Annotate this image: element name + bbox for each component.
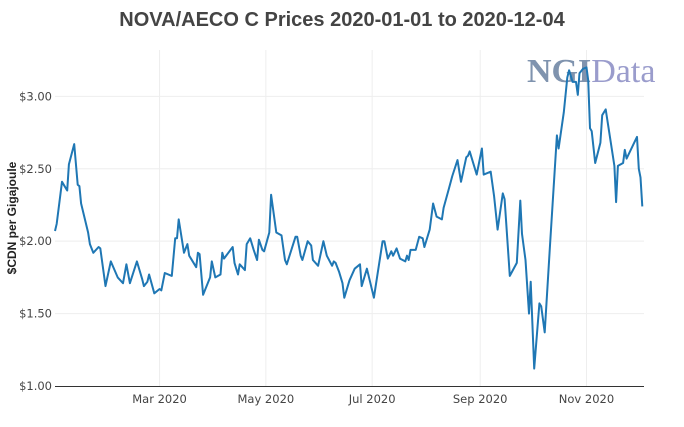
y-tick-label: $1.50 [19, 307, 52, 321]
x-axis: Mar 2020 May 2020 Jul 2020 Sep 2020 Nov 2020 [132, 392, 614, 406]
x-tick-label: May 2020 [238, 392, 295, 406]
x-tick-label: Nov 2020 [559, 392, 614, 406]
y-tick-label: $1.00 [19, 379, 52, 393]
x-tick-label: Sep 2020 [453, 392, 508, 406]
x-tick-label: Jul 2020 [348, 392, 396, 406]
chart-title: NOVA/AECO C Prices 2020-01-01 to 2020-12… [119, 9, 565, 31]
svg-text:NGIData: NGIData [527, 53, 655, 90]
x-tick-label: Mar 2020 [132, 392, 187, 406]
y-tick-label: $3.00 [19, 89, 52, 103]
y-tick-label: $2.50 [19, 162, 52, 176]
y-tick-label: $2.00 [19, 234, 52, 248]
y-axis: $1.00 $1.50 $2.00 $2.50 $3.00 [19, 89, 52, 393]
watermark-logo: NGIData [527, 53, 655, 90]
gridlines [55, 50, 644, 386]
series-line [54, 66, 644, 370]
y-axis-label: $CDN per Gigajoule [5, 161, 19, 274]
